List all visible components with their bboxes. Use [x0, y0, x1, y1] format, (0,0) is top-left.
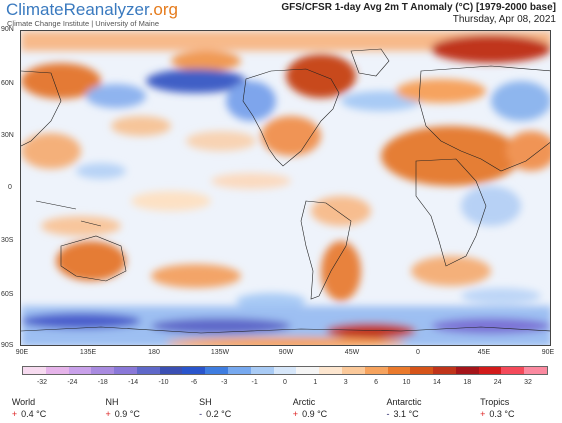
lat-label-90s: 90S: [1, 342, 14, 349]
lon-label-135e: 135E: [79, 349, 97, 356]
colorbar-swatch: [273, 367, 297, 374]
brand-subtitle: Climate Change Institute | University of…: [7, 19, 160, 28]
colorbar-tick-label: 14: [432, 379, 441, 386]
colorbar-swatch: [341, 367, 365, 374]
lon-label-90e-right: 90E: [541, 349, 555, 356]
coastlines: [21, 48, 550, 334]
stat-value: 0.3 °C: [489, 409, 515, 419]
stat-name: NH: [105, 397, 119, 407]
stat-tropics: Tropics +0.3 °C: [480, 397, 550, 419]
colorbar-swatch: [205, 367, 229, 374]
colorbar-swatch: [433, 367, 456, 374]
stat-value: 0.9 °C: [302, 409, 328, 419]
colorbar-swatch: [501, 367, 525, 374]
colorbar-swatch: [524, 367, 547, 374]
colorbar-tick-label: 18: [463, 379, 472, 386]
stat-arctic: Arctic +0.9 °C: [293, 397, 363, 419]
stat-value: 0.9 °C: [114, 409, 140, 419]
lon-label-90w: 90W: [278, 349, 294, 356]
brand-name: ClimateReanalyzer: [6, 0, 149, 19]
stat-value-row: -3.1 °C: [386, 409, 456, 419]
colorbar-tick-label: -32: [36, 379, 48, 386]
stat-name: Arctic: [292, 397, 316, 407]
lon-label-90e-left: 90E: [15, 349, 29, 356]
lon-label-180: 180: [148, 349, 160, 356]
stat-nh: NH +0.9 °C: [105, 397, 175, 419]
colorbar-tick-label: 24: [493, 379, 502, 386]
stat-sign: +: [480, 409, 486, 419]
colorbar-tick-label: -24: [67, 379, 78, 386]
colorbar-swatch: [250, 367, 274, 374]
stat-name: Tropics: [480, 397, 510, 407]
colorbar: [22, 366, 548, 375]
colorbar-swatch: [228, 367, 251, 374]
lat-label-60s: 60S: [1, 291, 14, 298]
stat-value-row: +0.9 °C: [105, 409, 175, 419]
colorbar-swatch: [387, 367, 411, 374]
anomaly-field: [21, 31, 550, 345]
stat-name: Antarctic: [386, 397, 422, 407]
lat-label-eq: 0: [8, 184, 12, 191]
colorbar-swatch: [91, 367, 115, 374]
brand-title: ClimateReanalyzer.org: [6, 0, 178, 20]
stat-name: World: [11, 397, 36, 407]
stat-value: 3.1 °C: [393, 409, 419, 419]
stat-value-row: -0.2 °C: [199, 409, 269, 419]
colorbar-tick-label: 6: [374, 379, 379, 386]
stat-sign: -: [386, 409, 390, 419]
colorbar-tick-label: 0: [283, 379, 287, 386]
anomaly-map: [20, 30, 551, 346]
colorbar-swatch: [410, 367, 434, 374]
colorbar-swatch: [455, 367, 479, 374]
lat-label-60n: 60N: [1, 80, 14, 87]
colorbar-tick-label: -18: [97, 379, 108, 386]
colorbar-swatch: [114, 367, 137, 374]
colorbar-tick-label: 10: [402, 379, 411, 386]
colorbar-swatch: [319, 367, 342, 374]
colorbar-tick-label: 32: [524, 379, 532, 386]
map-title: GFS/CFSR 1-day Avg 2m T Anomaly (°C) [19…: [281, 2, 556, 13]
colorbar-tick-label: -1: [251, 379, 258, 386]
colorbar-swatch: [23, 367, 46, 374]
colorbar-tick-label: -6: [190, 379, 197, 386]
colorbar-swatch: [136, 367, 160, 374]
colorbar-swatch: [478, 367, 502, 374]
colorbar-swatch: [159, 367, 183, 374]
colorbar-tick-label: -10: [158, 379, 169, 386]
lat-label-30n: 30N: [1, 132, 14, 139]
stat-name: SH: [199, 397, 212, 407]
lon-label-45w: 45W: [344, 349, 360, 356]
brand-suffix: .org: [148, 0, 178, 19]
colorbar-swatch: [364, 367, 388, 374]
colorbar-swatch: [45, 367, 69, 374]
colorbar-tick-label: 1: [313, 379, 318, 386]
colorbar-swatch: [182, 367, 206, 374]
colorbar-tick-label: -14: [128, 379, 139, 386]
colorbar-tick-label: -3: [221, 379, 228, 386]
stat-value: 0.2 °C: [206, 409, 232, 419]
lon-label-0: 0: [416, 349, 420, 356]
stat-sign: +: [11, 409, 18, 419]
stat-antarctic: Antarctic -3.1 °C: [386, 397, 456, 419]
map-date: Thursday, Apr 08, 2021: [452, 14, 556, 25]
stat-sign: -: [199, 409, 203, 419]
lon-label-135w: 135W: [210, 349, 230, 356]
stat-value-row: +0.9 °C: [293, 409, 363, 419]
regional-stats: World +0.4 °C NH +0.9 °C SH -0.2 °C Arct…: [0, 397, 562, 419]
colorbar-tick-label: 3: [343, 379, 348, 386]
lat-label-30s: 30S: [1, 237, 14, 244]
lon-label-45e: 45E: [477, 349, 491, 356]
stat-value: 0.4 °C: [21, 409, 47, 419]
stat-world: World +0.4 °C: [12, 397, 82, 419]
stat-value-row: +0.3 °C: [480, 409, 550, 419]
stat-sign: +: [292, 409, 299, 419]
colorbar-swatch: [68, 367, 92, 374]
colorbar-swatch: [296, 367, 320, 374]
stat-value-row: +0.4 °C: [12, 409, 82, 419]
stat-sh: SH -0.2 °C: [199, 397, 269, 419]
colorbar-labels: -32 -24 -18 -14 -10 -6 -3 -1 0 1 3 6 10 14 18 24 32: [22, 379, 548, 389]
stat-sign: +: [105, 409, 111, 419]
anomaly-map-graphic: [21, 31, 550, 345]
lat-label-90n: 90N: [1, 26, 14, 33]
